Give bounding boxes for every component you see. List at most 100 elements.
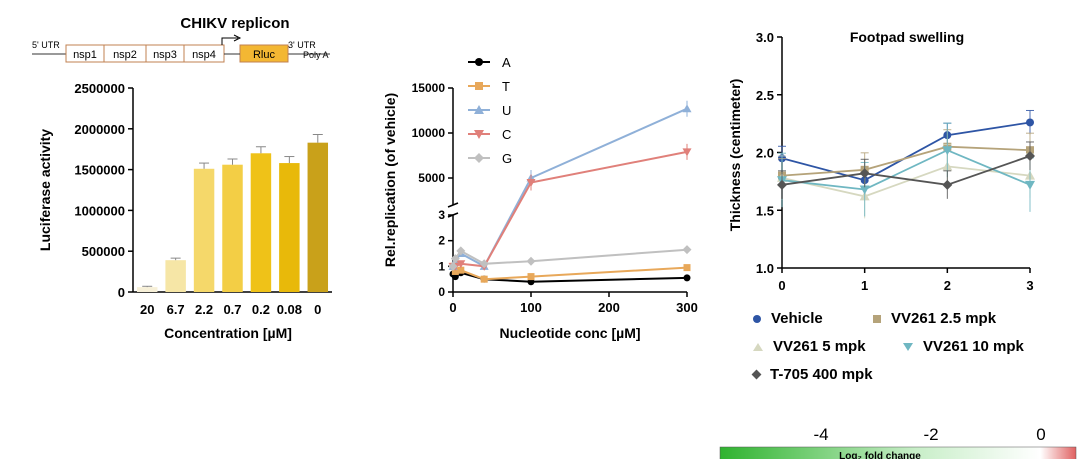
axis-break-mark	[447, 202, 459, 208]
y-tick-label: 2	[438, 234, 445, 248]
y-axis-label: Thickness (centimeter)	[727, 79, 743, 232]
series-line	[781, 145, 1031, 177]
legend-label: T-705 400 mpk	[770, 366, 873, 383]
x-tick-label: 0.08	[277, 302, 302, 317]
scale-gradient-bar	[719, 446, 1077, 459]
legend-marker-triangle-down-icon	[903, 342, 913, 351]
data-point	[526, 256, 536, 266]
legend-marker	[475, 82, 483, 90]
y-tick-label: 10000	[412, 126, 446, 140]
replicon-construct: 5' UTR 3' UTR Poly A nsp1 nsp2 nsp3 nsp4…	[32, 34, 330, 63]
x-tick-label: 6.7	[167, 302, 185, 317]
bar	[136, 287, 158, 292]
utr-3-label: 3' UTR	[288, 40, 316, 50]
legend-marker	[474, 130, 484, 139]
y-tick-label: 2500000	[74, 81, 125, 96]
y-tick-label: 2000000	[74, 122, 125, 137]
legend-marker-square-icon	[873, 314, 881, 323]
legend-label: Vehicle	[771, 310, 823, 327]
footpad-legend: Vehicle VV261 2.5 mpk VV261 5 mpk VV261 …	[745, 308, 1080, 388]
y-tick-label: 0	[438, 285, 445, 299]
data-point	[456, 246, 466, 256]
series-g	[448, 245, 692, 271]
y-tick-label: 1.0	[756, 261, 774, 276]
y-tick-label: 3	[438, 208, 445, 222]
legend-item-vv261-5: VV261 5 mpk	[753, 338, 866, 355]
data-point	[777, 179, 787, 190]
footpad-plot-area: 1.0 1.5 2.0 2.5 3.0 0 1 2 3	[756, 30, 1035, 293]
y-tick-label: 1500000	[74, 163, 125, 178]
x-tick-label: 2.2	[195, 302, 213, 317]
x-axis-label: Concentration [µM]	[164, 325, 292, 341]
box-nsp1: nsp1	[73, 49, 97, 61]
data-point	[457, 266, 465, 274]
legend-label: C	[502, 127, 511, 142]
x-tick-label: 300	[676, 300, 698, 315]
x-axis-label: Nucleotide conc [µM]	[499, 325, 640, 341]
y-tick-label: 15000	[412, 81, 446, 95]
data-point	[479, 259, 489, 269]
data-point	[527, 273, 535, 281]
legend-label: T	[502, 79, 510, 94]
y-tick-label: 3.0	[756, 30, 774, 45]
box-nsp4: nsp4	[192, 49, 216, 61]
bar	[307, 142, 329, 292]
data-point	[451, 267, 459, 275]
data-point	[1026, 118, 1034, 127]
series-u	[448, 100, 692, 270]
bar	[193, 168, 215, 292]
bar	[250, 153, 272, 292]
data-point	[682, 148, 692, 157]
data-point	[683, 274, 691, 282]
legend-label: VV261 5 mpk	[773, 338, 866, 355]
series-line	[781, 165, 1031, 198]
data-point	[859, 168, 870, 179]
y-tick-label: 2.0	[756, 146, 774, 161]
y-tick-label: 5000	[418, 171, 445, 185]
legend-marker-triangle-up-icon	[753, 342, 763, 351]
x-tick-label: 2	[944, 278, 951, 293]
bar	[279, 163, 300, 292]
data-point	[942, 146, 953, 156]
legend-marker	[474, 105, 484, 114]
legend-item-vv261-2-5: VV261 2.5 mpk	[873, 310, 996, 327]
bar-chart-panel: CHIKV replicon 5' UTR 3' UTR Poly A nsp1…	[32, 15, 332, 341]
y-tick-label: 1.5	[756, 203, 774, 218]
data-point	[456, 260, 466, 269]
box-nsp2: nsp2	[113, 49, 137, 61]
data-point	[683, 264, 691, 272]
data-point	[1025, 180, 1035, 190]
bar-plot-area: 0 500000 1000000 1500000 2000000 2500000 20 6.7…	[74, 81, 332, 317]
series-line	[453, 150, 688, 268]
scale-tick: -2	[923, 425, 938, 444]
series-3	[777, 122, 1035, 217]
data-point	[859, 185, 870, 195]
y-tick-label: 1	[438, 259, 445, 273]
legend-marker	[474, 153, 484, 163]
legend-label: VV261 2.5 mpk	[891, 310, 997, 327]
scale-tick: 0	[1036, 425, 1045, 444]
y-tick-label: 2.5	[756, 88, 774, 103]
data-point	[526, 179, 536, 187]
box-nsp3: nsp3	[153, 49, 177, 61]
series-line	[452, 265, 688, 281]
data-point	[1025, 150, 1035, 161]
series-4	[777, 141, 1035, 199]
x-tick-label: 1	[861, 278, 868, 293]
y-tick-label: 500000	[82, 244, 125, 259]
x-tick-label: 200	[598, 300, 620, 315]
series-2	[777, 143, 1035, 219]
polya-label: Poly A	[303, 50, 329, 60]
legend-marker-diamond-icon	[751, 369, 762, 380]
legend-marker-circle-icon	[753, 314, 761, 323]
y-tick-label: 0	[118, 285, 125, 300]
series-line	[452, 107, 688, 268]
scale-tick: -4	[813, 425, 828, 444]
data-point	[682, 245, 692, 255]
footpad-chart-panel: Footpad swelling 1.0 1.5 2.0 2.5 3.0 0 1 2 3 Thi…	[727, 29, 1035, 293]
x-tick-label: 100	[520, 300, 542, 315]
data-point	[450, 254, 460, 264]
